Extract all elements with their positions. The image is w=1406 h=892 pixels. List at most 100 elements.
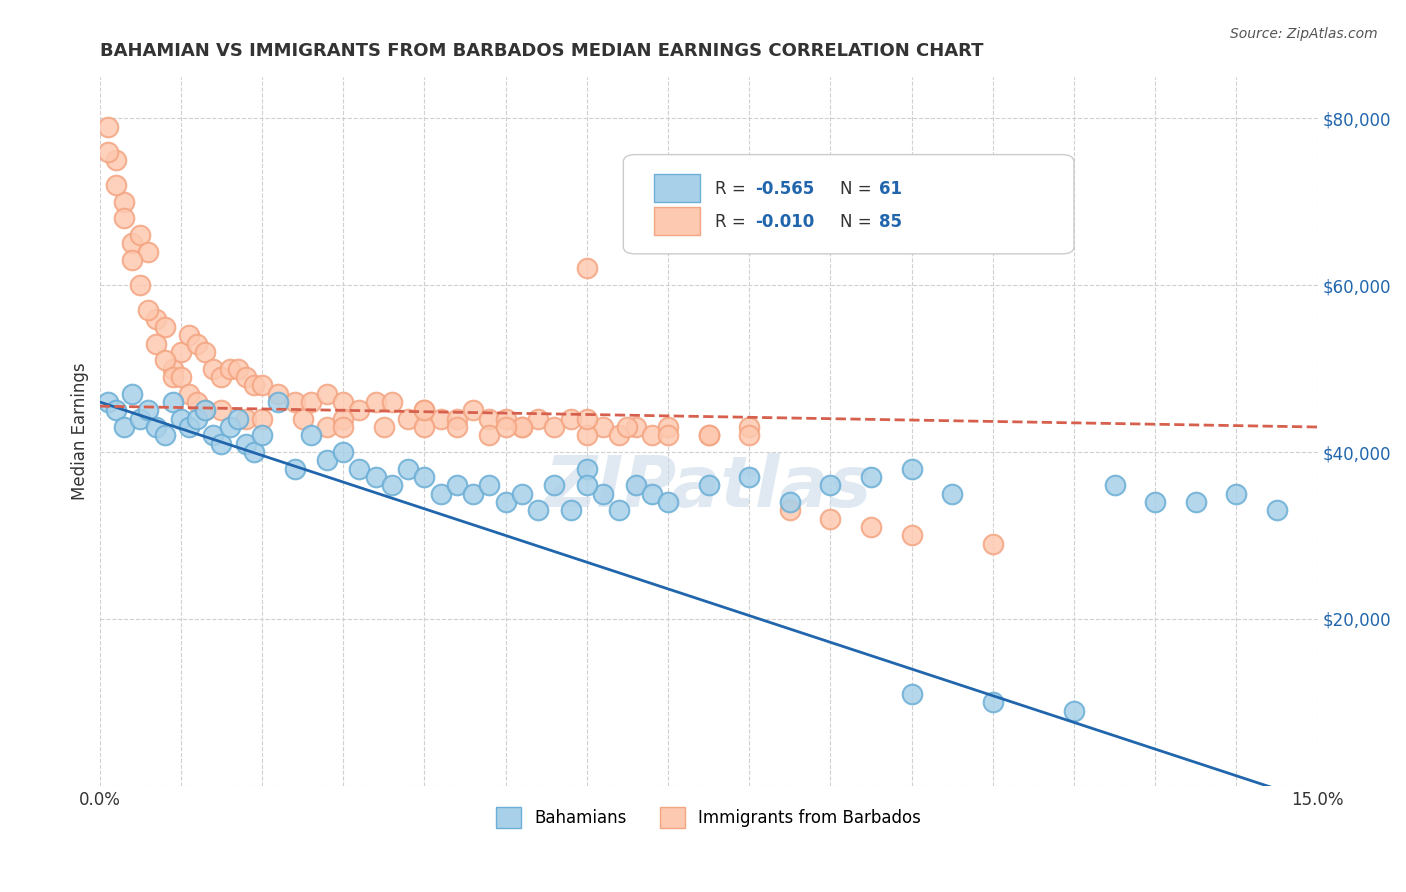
Point <box>779 495 801 509</box>
Point <box>129 228 152 243</box>
Point <box>299 395 322 409</box>
Point <box>624 420 647 434</box>
Point <box>170 411 193 425</box>
Point <box>1063 704 1085 718</box>
Text: BAHAMIAN VS IMMIGRANTS FROM BARBADOS MEDIAN EARNINGS CORRELATION CHART: BAHAMIAN VS IMMIGRANTS FROM BARBADOS MED… <box>100 42 983 60</box>
FancyBboxPatch shape <box>654 174 700 202</box>
Point <box>250 428 273 442</box>
Point <box>209 370 232 384</box>
Point <box>186 411 208 425</box>
Text: 85: 85 <box>879 213 903 231</box>
Point <box>560 503 582 517</box>
Point <box>291 411 314 425</box>
Point <box>900 461 922 475</box>
Point <box>170 345 193 359</box>
Point <box>104 403 127 417</box>
Point <box>1184 495 1206 509</box>
Point <box>381 478 404 492</box>
Point <box>373 420 395 434</box>
Point <box>592 487 614 501</box>
Point <box>250 378 273 392</box>
Point <box>145 336 167 351</box>
Point <box>396 461 419 475</box>
Point <box>316 420 339 434</box>
Point <box>235 370 257 384</box>
Point <box>738 470 761 484</box>
Point <box>820 478 842 492</box>
FancyBboxPatch shape <box>654 207 700 235</box>
Point <box>478 428 501 442</box>
Point <box>177 328 200 343</box>
Point <box>478 478 501 492</box>
Point <box>129 411 152 425</box>
Text: Source: ZipAtlas.com: Source: ZipAtlas.com <box>1230 27 1378 41</box>
Point <box>1265 503 1288 517</box>
Point <box>162 370 184 384</box>
Point <box>316 453 339 467</box>
Point <box>697 428 720 442</box>
Point <box>1104 478 1126 492</box>
Point <box>859 470 882 484</box>
Point <box>478 411 501 425</box>
Point <box>429 411 451 425</box>
Y-axis label: Median Earnings: Median Earnings <box>72 362 89 500</box>
Point <box>145 420 167 434</box>
Point <box>138 403 160 417</box>
Point <box>495 495 517 509</box>
Point <box>170 370 193 384</box>
Point <box>332 445 354 459</box>
Point <box>177 386 200 401</box>
Point <box>575 428 598 442</box>
Point <box>209 403 232 417</box>
Legend: Bahamians, Immigrants from Barbados: Bahamians, Immigrants from Barbados <box>489 800 928 834</box>
Point <box>446 478 468 492</box>
Point <box>250 411 273 425</box>
Point <box>859 520 882 534</box>
Point <box>624 478 647 492</box>
Point <box>121 386 143 401</box>
Point <box>575 261 598 276</box>
Point <box>981 695 1004 709</box>
Point <box>510 487 533 501</box>
Point <box>543 420 565 434</box>
Point <box>543 478 565 492</box>
Point <box>202 428 225 442</box>
Point <box>607 428 630 442</box>
Point <box>364 395 387 409</box>
Point <box>186 336 208 351</box>
Point <box>1225 487 1247 501</box>
Point <box>900 687 922 701</box>
Text: N =: N = <box>841 213 877 231</box>
Point <box>243 445 266 459</box>
Point <box>641 428 664 442</box>
Point <box>738 428 761 442</box>
Point <box>349 461 371 475</box>
Point <box>463 403 485 417</box>
Point <box>941 487 963 501</box>
Point <box>145 311 167 326</box>
Point <box>218 420 240 434</box>
Point <box>299 428 322 442</box>
Point <box>112 194 135 209</box>
Point <box>592 420 614 434</box>
Point <box>697 478 720 492</box>
Point <box>779 503 801 517</box>
Point <box>495 411 517 425</box>
Point <box>332 411 354 425</box>
Point <box>235 411 257 425</box>
Point <box>162 361 184 376</box>
Point <box>226 361 249 376</box>
Point <box>527 503 550 517</box>
Point <box>186 395 208 409</box>
Point <box>495 420 517 434</box>
Point <box>104 178 127 192</box>
Point <box>697 428 720 442</box>
Point <box>527 411 550 425</box>
Point <box>112 420 135 434</box>
Point <box>820 512 842 526</box>
Text: -0.565: -0.565 <box>755 179 814 198</box>
Point <box>162 395 184 409</box>
Point <box>121 236 143 251</box>
Point <box>429 487 451 501</box>
Point <box>641 487 664 501</box>
